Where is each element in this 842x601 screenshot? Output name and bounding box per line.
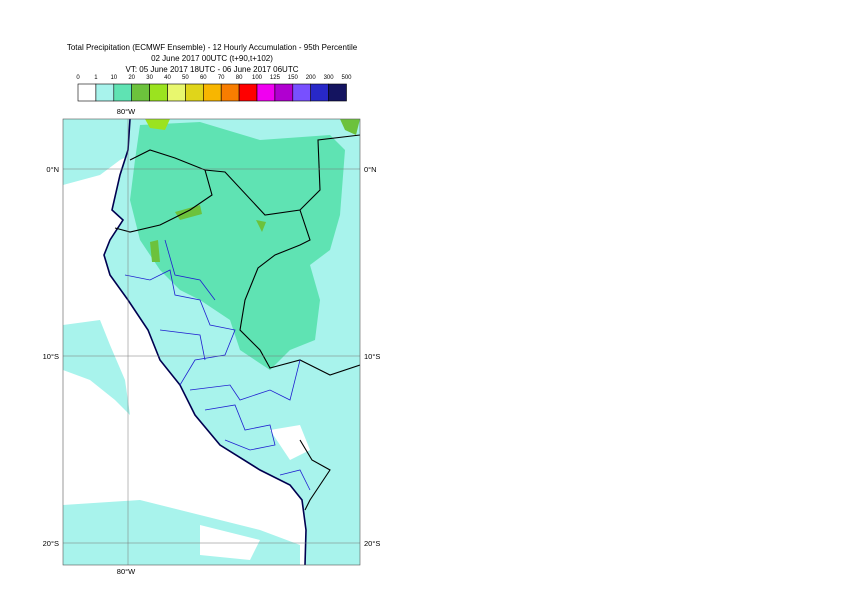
lon-label: 80°W (117, 107, 136, 116)
legend-label: 200 (306, 75, 317, 81)
legend-swatch (292, 83, 311, 102)
precip-core (150, 240, 160, 262)
precip-core (175, 205, 202, 220)
legend-swatch (185, 83, 204, 102)
legend-swatch (274, 83, 294, 102)
lat-label: 10°S (364, 352, 380, 361)
map-frame (62, 118, 361, 566)
legend-label: 500 (341, 75, 352, 81)
legend-label: 300 (324, 75, 335, 81)
legend-label: 40 (164, 75, 171, 81)
valid-time: VT: 05 June 2017 18UTC - 06 June 2017 06… (126, 65, 299, 74)
region-border (124, 239, 311, 491)
legend-label: 0 (76, 75, 80, 81)
legend-swatch (77, 83, 97, 102)
coastline (103, 119, 307, 565)
lat-label: 0°N (46, 165, 59, 174)
legend-label: 10 (110, 75, 117, 81)
legend-swatch (220, 83, 240, 102)
lat-label: 0°N (364, 165, 377, 174)
legend-swatch (310, 83, 329, 102)
legend-swatch (95, 83, 115, 102)
title: Total Precipitation (ECMWF Ensemble) - 1… (67, 43, 358, 52)
legend-label: 1 (94, 75, 98, 81)
dry-area (200, 525, 260, 560)
precip-core (256, 220, 266, 232)
run-time: 02 June 2017 00UTC (t+90,t+102) (151, 54, 273, 63)
lat-label: 20°S (364, 539, 380, 548)
legend-swatch (149, 83, 168, 102)
precip-area (130, 122, 345, 370)
lat-label: 20°S (43, 539, 59, 548)
legend-label: 80 (236, 75, 243, 81)
legend-swatch (328, 83, 347, 102)
legend-swatch (167, 83, 186, 102)
lat-label: 10°S (43, 352, 59, 361)
legend-swatch (238, 83, 258, 102)
map: 80°W 80°W 0°N 0°N 10°S 10°S 20°S 20°S (43, 107, 381, 576)
precip-core (340, 119, 360, 135)
legend-swatch (203, 83, 222, 102)
legend-label: 100 (252, 75, 263, 81)
border (114, 134, 360, 511)
legend-swatch (256, 83, 276, 102)
lon-label: 80°W (117, 567, 136, 576)
legend-label: 125 (270, 75, 281, 81)
legend-label: 150 (288, 75, 299, 81)
graticule (63, 119, 360, 565)
legend-swatch (131, 83, 150, 102)
legend-label: 30 (146, 75, 153, 81)
legend-label: 50 (182, 75, 189, 81)
precip-area (63, 320, 130, 415)
precip-core (145, 119, 170, 130)
legend-label: 20 (128, 75, 135, 81)
legend-swatch (113, 83, 133, 102)
legend-label: 70 (218, 75, 225, 81)
legend-label: 60 (200, 75, 207, 81)
dry-area (270, 425, 310, 460)
legend: 0 1 10 20 30 40 50 60 70 80 100 125 150 200 300 500 (76, 75, 352, 102)
